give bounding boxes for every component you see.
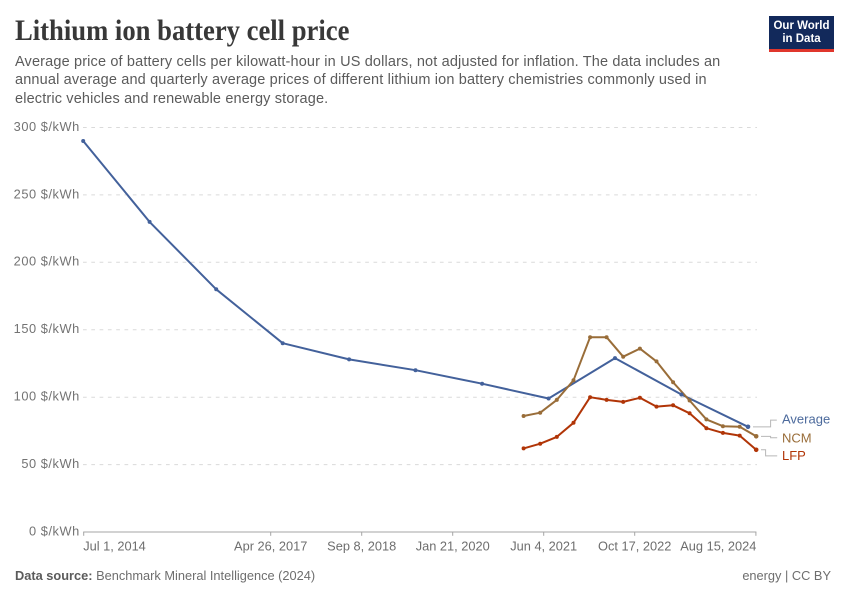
svg-text:Average: Average xyxy=(782,412,830,427)
svg-text:LFP: LFP xyxy=(782,448,806,463)
svg-text:50 $/kWh: 50 $/kWh xyxy=(21,456,79,471)
svg-text:Jan 21, 2020: Jan 21, 2020 xyxy=(416,538,490,553)
svg-text:Aug 15, 2024: Aug 15, 2024 xyxy=(680,538,756,553)
svg-text:0 $/kWh: 0 $/kWh xyxy=(29,523,80,538)
svg-text:Jul 1, 2014: Jul 1, 2014 xyxy=(83,538,146,553)
svg-text:300 $/kWh: 300 $/kWh xyxy=(14,119,80,134)
svg-text:Apr 26, 2017: Apr 26, 2017 xyxy=(234,538,307,553)
svg-text:Oct 17, 2022: Oct 17, 2022 xyxy=(598,538,671,553)
svg-text:Sep 8, 2018: Sep 8, 2018 xyxy=(327,538,396,553)
svg-text:100 $/kWh: 100 $/kWh xyxy=(14,389,80,404)
svg-text:150 $/kWh: 150 $/kWh xyxy=(14,321,80,336)
svg-text:250 $/kWh: 250 $/kWh xyxy=(14,186,80,201)
svg-text:200 $/kWh: 200 $/kWh xyxy=(14,254,80,269)
svg-text:Jun 4, 2021: Jun 4, 2021 xyxy=(510,538,577,553)
svg-text:NCM: NCM xyxy=(782,430,812,445)
